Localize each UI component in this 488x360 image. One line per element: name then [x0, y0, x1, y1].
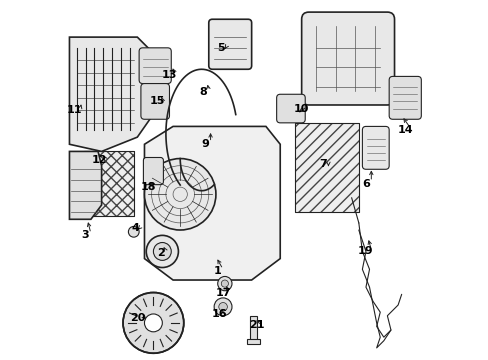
Text: 15: 15 [149, 96, 164, 107]
Circle shape [217, 276, 231, 291]
Bar [294, 123, 358, 212]
Text: 19: 19 [357, 247, 373, 256]
FancyBboxPatch shape [362, 126, 388, 169]
Text: 1: 1 [213, 266, 221, 276]
Circle shape [128, 226, 139, 237]
Circle shape [144, 158, 216, 230]
Text: 3: 3 [81, 230, 89, 240]
Circle shape [153, 243, 171, 260]
Bar [83, 152, 134, 216]
Text: 2: 2 [156, 248, 164, 258]
Text: 20: 20 [129, 312, 145, 323]
Circle shape [123, 293, 183, 353]
Text: 8: 8 [199, 87, 207, 98]
FancyBboxPatch shape [141, 84, 169, 119]
FancyBboxPatch shape [276, 94, 305, 123]
Text: 7: 7 [319, 159, 326, 169]
Text: 12: 12 [92, 156, 107, 165]
Bar [294, 123, 358, 212]
Circle shape [214, 298, 231, 316]
Polygon shape [69, 152, 102, 219]
Text: 10: 10 [293, 104, 309, 113]
FancyBboxPatch shape [388, 76, 421, 119]
Polygon shape [144, 126, 280, 280]
FancyBboxPatch shape [301, 12, 394, 105]
Circle shape [218, 302, 227, 311]
Text: 14: 14 [397, 125, 412, 135]
Text: 21: 21 [249, 320, 264, 330]
Text: 17: 17 [215, 288, 230, 297]
Text: 9: 9 [201, 139, 209, 149]
Text: 18: 18 [140, 182, 156, 192]
Text: 5: 5 [217, 43, 224, 53]
Circle shape [146, 235, 178, 267]
Circle shape [221, 280, 228, 287]
Bar [247, 339, 259, 344]
Text: 4: 4 [131, 223, 139, 233]
FancyBboxPatch shape [139, 48, 171, 84]
FancyBboxPatch shape [208, 19, 251, 69]
FancyBboxPatch shape [143, 157, 163, 185]
Polygon shape [69, 37, 162, 152]
Text: 13: 13 [162, 69, 177, 80]
Text: 16: 16 [211, 309, 227, 319]
Circle shape [144, 314, 162, 332]
Bar [249, 316, 257, 341]
Bar [83, 152, 134, 216]
Text: 6: 6 [361, 179, 369, 189]
Text: 11: 11 [67, 105, 82, 115]
